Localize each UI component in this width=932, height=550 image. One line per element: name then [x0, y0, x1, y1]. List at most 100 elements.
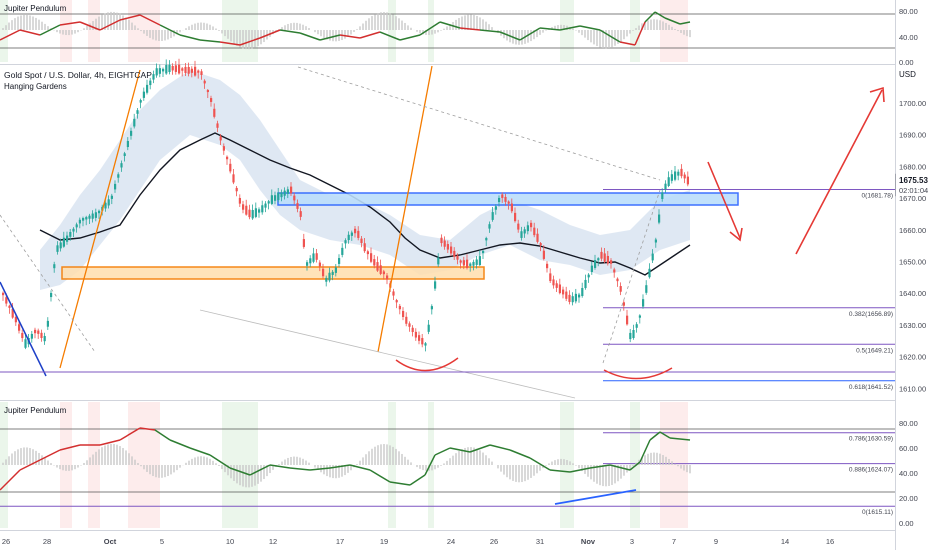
osc-bar: [161, 465, 163, 478]
osc-bar: [428, 30, 430, 35]
candle-body: [501, 194, 504, 198]
candle-body: [610, 260, 613, 264]
osc-bar: [125, 450, 127, 465]
osc-bar: [29, 15, 31, 30]
osc-bar: [122, 15, 124, 30]
osc-line: [329, 464, 351, 469]
osc-bar: [608, 30, 610, 48]
osc-bar: [344, 465, 346, 476]
osc-bar: [554, 25, 556, 30]
osc-bar: [461, 449, 463, 465]
osc-line: [189, 447, 211, 456]
osc-bar: [11, 20, 13, 30]
osc-line: [499, 31, 521, 41]
osc-bar: [164, 30, 166, 41]
candle-body: [587, 274, 590, 278]
osc-bar: [560, 24, 562, 30]
osc-bar: [629, 465, 631, 470]
time-tick-label: 31: [536, 537, 544, 546]
candle-body: [546, 263, 549, 269]
osc-bar: [689, 30, 691, 38]
osc-bar: [98, 449, 100, 465]
candle-body: [328, 272, 331, 281]
osc-bar: [305, 460, 307, 465]
osc-bar: [350, 465, 352, 471]
price-tick-label: 1700.00: [899, 99, 926, 108]
candle-body: [424, 343, 427, 346]
candle-body: [296, 203, 299, 209]
candlestick-series[interactable]: [2, 58, 689, 352]
osc-bar: [101, 14, 103, 30]
osc-bar: [290, 456, 292, 465]
osc-bar: [296, 22, 298, 30]
osc-line: [299, 32, 321, 41]
osc-bar: [503, 465, 505, 475]
candle-body: [658, 214, 661, 223]
osc-bar: [404, 456, 406, 465]
osc-bar: [479, 17, 481, 30]
candle-body: [187, 66, 190, 74]
trend-line: [59, 69, 141, 369]
candle-body: [251, 210, 254, 219]
osc-bar: [530, 30, 532, 42]
osc-bar: [389, 445, 391, 465]
osc-bar: [74, 465, 76, 470]
osc-bar: [179, 30, 181, 33]
time-tick-label: 10: [226, 537, 234, 546]
candle-body: [30, 333, 33, 339]
candle-body: [635, 324, 638, 328]
osc-line: [99, 439, 121, 446]
fib-retracement[interactable]: 0(1681.78) 0.382(1656.89) 0.5(1649.21) 0.61…: [0, 189, 895, 517]
osc-line: [519, 27, 541, 41]
candle-body: [168, 64, 171, 73]
candle-body: [590, 265, 593, 272]
arrow-shaft: [795, 89, 883, 255]
osc-bar: [212, 460, 214, 465]
osc-bar: [410, 462, 412, 465]
candle-body: [446, 244, 449, 250]
time-axis[interactable]: 26 28 Oct 5 10 12 17 19 24 26 31 Nov 3 7 9 14 16: [2, 537, 834, 546]
osc-bar: [383, 12, 385, 30]
candle-body: [222, 146, 225, 151]
osc-bar: [530, 465, 532, 478]
osc-bar: [623, 465, 625, 476]
candle-body: [331, 271, 334, 275]
osc-bar: [668, 458, 670, 465]
candle-body: [661, 192, 664, 199]
time-tick-label: 26: [490, 537, 498, 546]
candle-body: [18, 324, 21, 331]
candle-body: [626, 315, 629, 325]
osc-line: [239, 37, 261, 46]
osc-bar: [647, 20, 649, 30]
candle-body: [469, 263, 472, 266]
osc-bar: [152, 465, 154, 477]
osc-bar: [377, 445, 379, 465]
top-pane-tick-label: 40.00: [899, 33, 918, 42]
top-pane-tick-label: 80.00: [899, 7, 918, 16]
osc-line: [434, 447, 451, 456]
osc-bar: [461, 16, 463, 30]
candle-body: [107, 199, 110, 206]
price-tick-label: 1630.00: [899, 321, 926, 330]
osc-bar: [176, 465, 178, 471]
osc-bar: [431, 465, 433, 471]
osc-bar: [230, 30, 232, 42]
osc-bar: [272, 465, 274, 470]
fib-level-label: 0(1681.78): [862, 193, 893, 200]
fib-level-label: 0.886(1624.07): [849, 467, 893, 474]
osc-bar: [20, 448, 22, 465]
osc-bar: [479, 450, 481, 465]
osc-bar: [476, 15, 478, 30]
osc-bar: [596, 30, 598, 47]
price-axis[interactable]: 1700.00 1690.00 1680.00 1670.00 1660.00 1650.…: [896, 0, 932, 550]
osc-bar: [170, 465, 172, 475]
osc-line: [549, 469, 571, 473]
osc-bar: [356, 29, 358, 30]
candle-body: [594, 260, 597, 268]
osc-bar: [524, 465, 526, 482]
candle-body: [488, 224, 491, 229]
osc-bar: [371, 16, 373, 30]
osc-line: [339, 34, 361, 39]
